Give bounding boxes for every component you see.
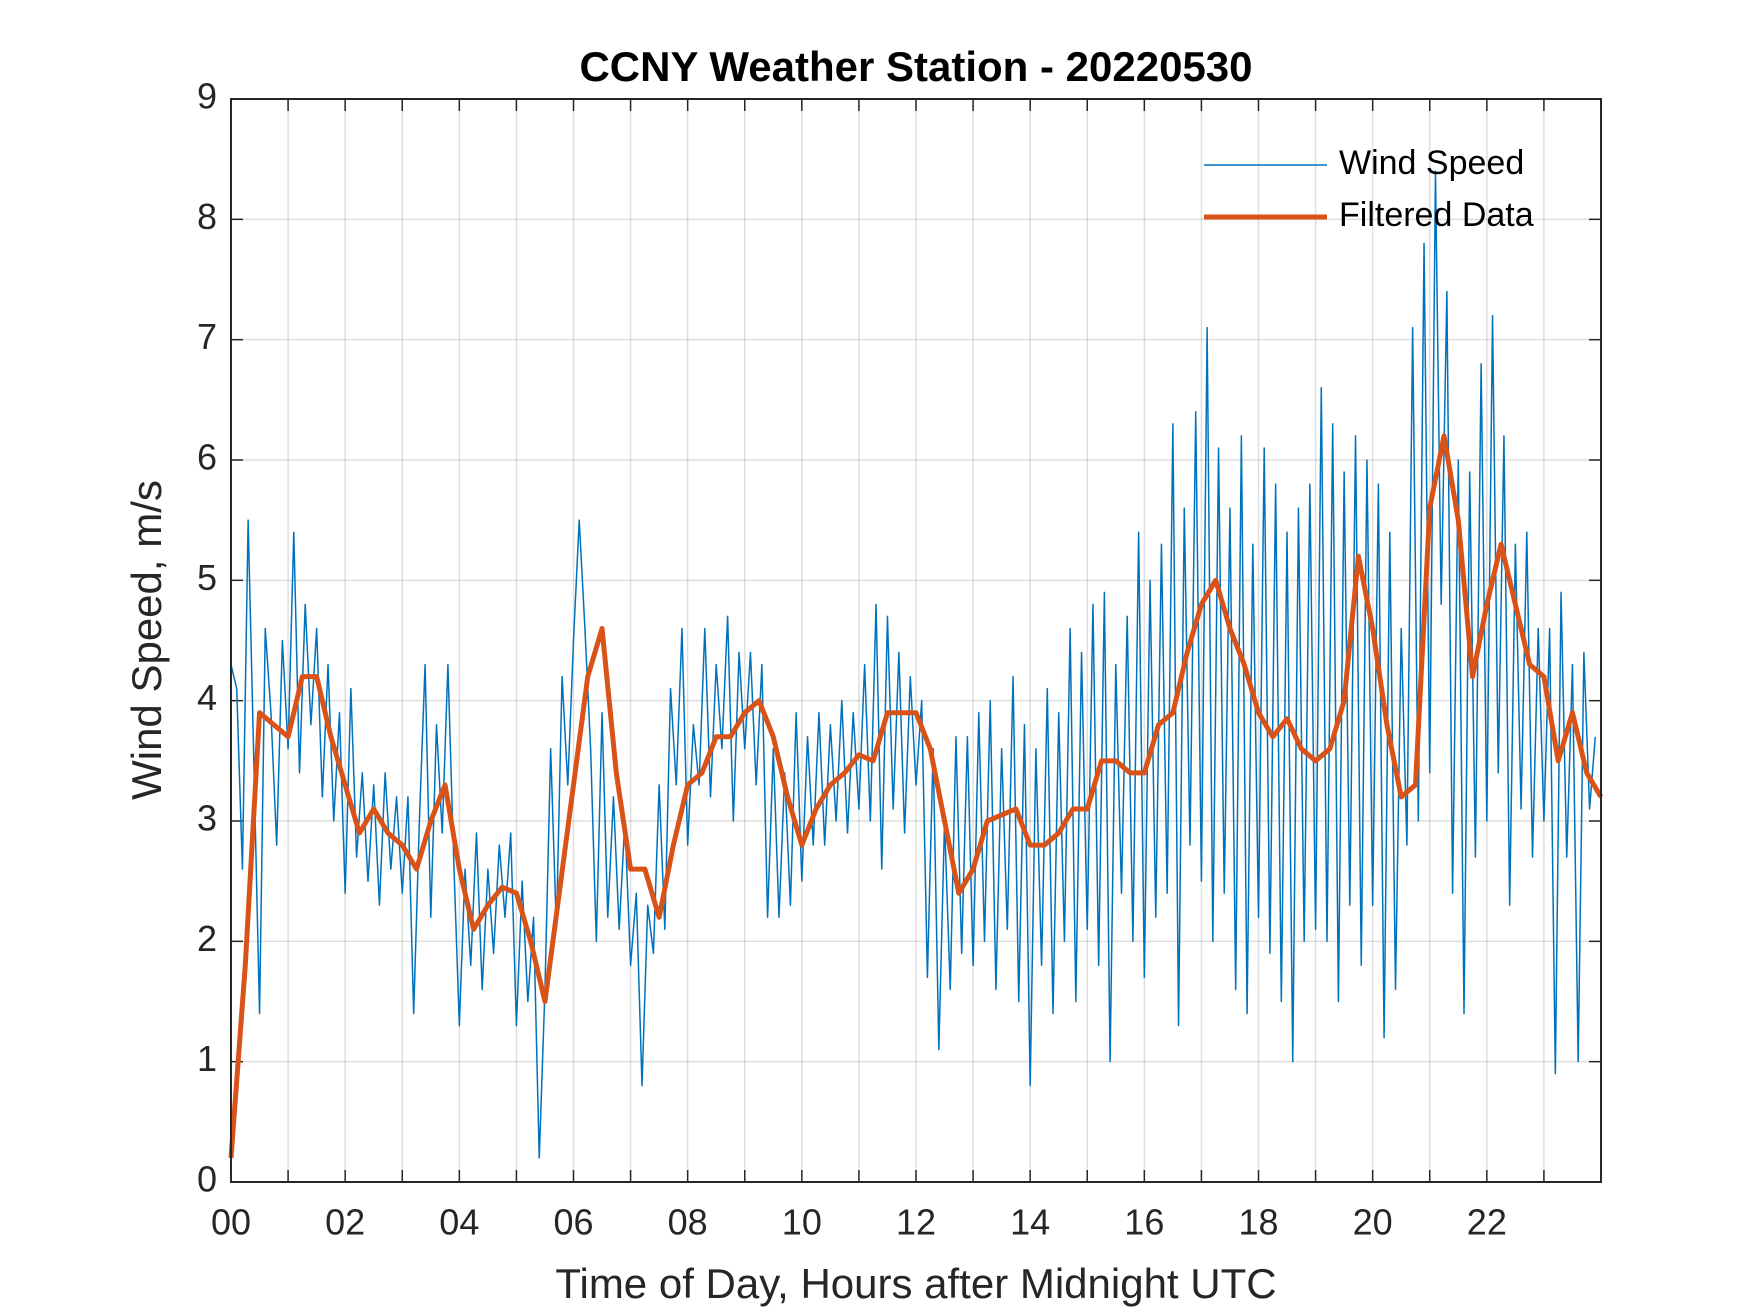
y-tick-label: 9 xyxy=(197,76,217,117)
y-tick-label: 5 xyxy=(197,557,217,598)
series-line xyxy=(228,433,1604,1159)
y-tick-label: 2 xyxy=(197,918,217,959)
x-tick-label: 14 xyxy=(1010,1202,1050,1243)
x-tick-label: 16 xyxy=(1124,1202,1164,1243)
x-tick-label: 20 xyxy=(1353,1202,1393,1243)
y-tick-label: 4 xyxy=(197,677,217,718)
legend-label: Filtered Data xyxy=(1339,196,1534,234)
x-axis-label: Time of Day, Hours after Midnight UTC xyxy=(555,1260,1276,1307)
y-tick-label: 7 xyxy=(197,316,217,357)
x-tick-label: 02 xyxy=(325,1202,365,1243)
legend-label: Wind Speed xyxy=(1339,144,1524,182)
x-tick-label: 08 xyxy=(668,1202,708,1243)
x-tick-label: 04 xyxy=(439,1202,479,1243)
axes-box xyxy=(230,98,1602,1183)
y-axis-label: Wind Speed, m/s xyxy=(123,480,170,800)
x-tick-label: 12 xyxy=(896,1202,936,1243)
y-tick-label: 3 xyxy=(197,798,217,839)
chart-title: CCNY Weather Station - 20220530 xyxy=(579,43,1252,90)
x-tick-label: 18 xyxy=(1238,1202,1278,1243)
x-tick-label: 10 xyxy=(782,1202,822,1243)
x-tick-label: 22 xyxy=(1467,1202,1507,1243)
series-line xyxy=(230,170,1597,1159)
x-tick-label: 00 xyxy=(211,1202,251,1243)
y-tick-label: 8 xyxy=(197,196,217,237)
y-tick-label: 0 xyxy=(197,1159,217,1200)
y-tick-label: 1 xyxy=(197,1038,217,1079)
x-tick-label: 06 xyxy=(553,1202,593,1243)
y-tick-label: 6 xyxy=(197,437,217,478)
